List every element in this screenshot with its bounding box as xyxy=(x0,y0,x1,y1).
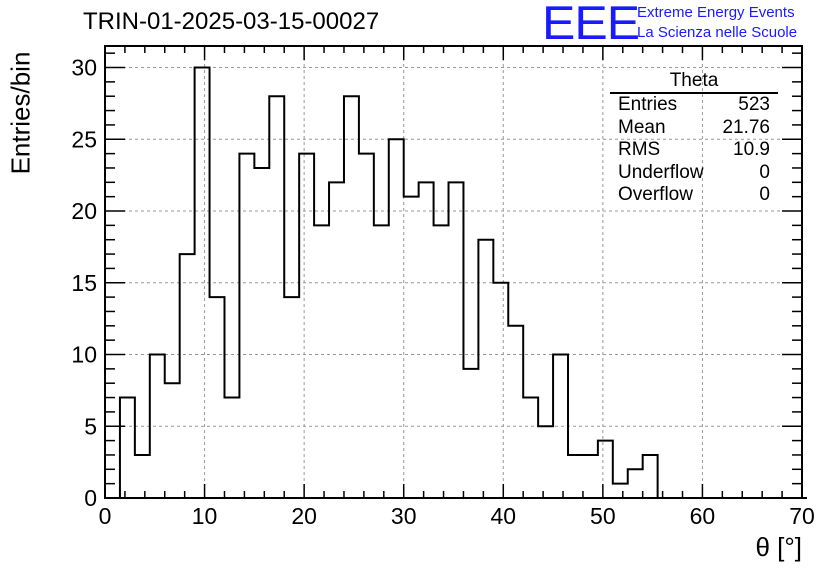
y-tick-label: 0 xyxy=(84,485,97,511)
x-tick-labels: 0 10 20 30 40 50 60 70 xyxy=(99,503,815,529)
stats-row-underflow: Underflow 0 xyxy=(610,162,778,185)
histogram-line xyxy=(105,66,807,499)
stats-value: 10.9 xyxy=(733,139,770,160)
y-tick-label: 20 xyxy=(71,198,97,224)
logo-subtitle-line1: Extreme Energy Events xyxy=(637,4,795,21)
x-axis-label: θ [°] xyxy=(755,532,802,562)
x-tick-label: 10 xyxy=(192,503,218,529)
stats-value: 523 xyxy=(738,94,770,115)
stats-row-rms: RMS 10.9 xyxy=(610,139,778,162)
x-tick-label: 30 xyxy=(391,503,417,529)
y-axis-label: Entries/bin xyxy=(5,51,36,175)
x-tick-label: 50 xyxy=(590,503,616,529)
eee-logo: EEE xyxy=(542,0,640,50)
x-tick-label: 20 xyxy=(291,503,317,529)
x-tick-label: 70 xyxy=(789,503,815,529)
grid-lines xyxy=(105,46,802,498)
stats-label: Entries xyxy=(618,94,678,115)
stats-row-overflow: Overflow 0 xyxy=(610,184,778,207)
stats-label: Underflow xyxy=(618,161,704,183)
x-tick-label: 40 xyxy=(490,503,516,529)
logo-subtitle-line2: La Scienza nelle Scuole xyxy=(637,24,798,41)
y-tick-label: 15 xyxy=(71,270,97,296)
chart-title: TRIN-01-2025-03-15-00027 xyxy=(83,8,380,35)
stats-value: 0 xyxy=(759,161,770,183)
stats-value: 0 xyxy=(759,184,770,205)
y-tick-label: 5 xyxy=(84,413,97,439)
stats-title: Theta xyxy=(610,70,778,94)
y-tick-labels: 0 5 10 15 20 25 30 xyxy=(71,55,97,511)
stats-box: Theta Entries 523 Mean 21.76 RMS 10.9 Un… xyxy=(610,70,778,207)
y-tick-label: 30 xyxy=(71,55,97,81)
x-tick-label: 0 xyxy=(99,503,112,529)
y-tick-label: 10 xyxy=(71,342,97,368)
y-tick-label: 25 xyxy=(71,126,97,152)
stats-value: 21.76 xyxy=(722,116,770,138)
stats-label: RMS xyxy=(618,139,661,160)
stats-row-entries: Entries 523 xyxy=(610,94,778,117)
plot-frame xyxy=(104,45,803,499)
stats-label: Mean xyxy=(618,116,666,138)
stats-row-mean: Mean 21.76 xyxy=(610,117,778,140)
stats-label: Overflow xyxy=(618,184,693,205)
x-tick-label: 60 xyxy=(690,503,716,529)
